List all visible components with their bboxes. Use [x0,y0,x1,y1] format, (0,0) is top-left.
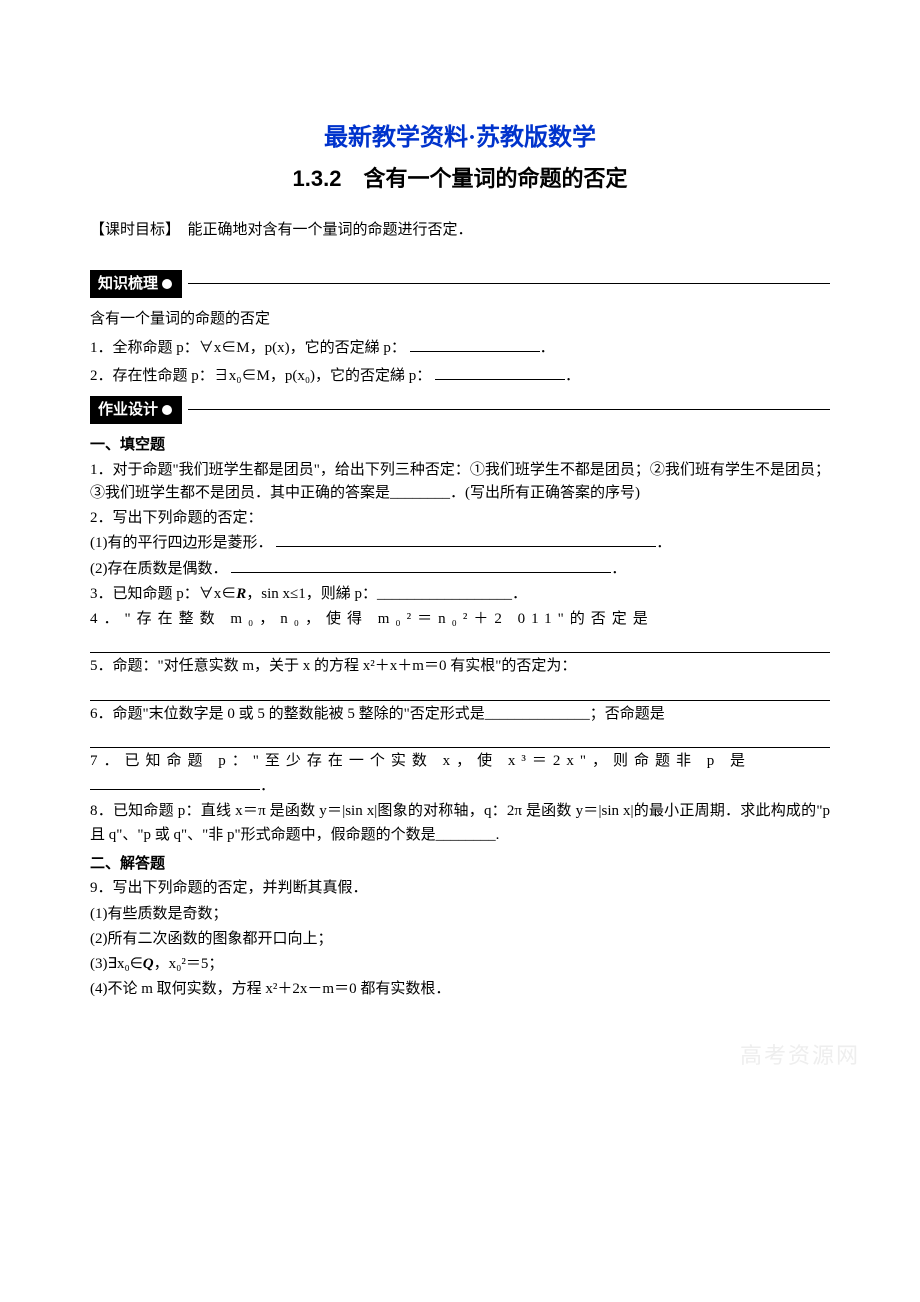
knowledge-item-2-text: 2．存在性命题 p：∃x₀∈M，p(x₀)，它的否定綈 p： [90,368,431,384]
blank-line [231,558,611,573]
question-9-stem: 9．写出下列命题的否定，并判断其真假． [90,877,830,900]
question-9-1: (1)有些质数是奇数； [90,903,830,926]
question-3-b: ，sin x≤1，则綈 p：__________________． [246,586,527,602]
question-9-3-b: ，x₀²＝5； [154,956,224,972]
question-3: 3．已知命题 p：∀x∈R，sin x≤1，则綈 p：_____________… [90,583,830,606]
question-7: 7．已知命题 p："至少存在一个实数 x，使 x³＝2x"，则命题非 p 是 [90,750,830,773]
blank-line [90,775,260,790]
question-1: 1．对于命题"我们班学生都是团员"，给出下列三种否定：①我们班学生不都是团员；②… [90,459,830,506]
blank-line [435,365,565,380]
question-4: 4．"存在整数 m₀，n₀，使得 m₀²＝n₀²＋2 011"的否定是 [90,608,830,631]
question-2-stem: 2．写出下列命题的否定： [90,507,830,530]
blank-line [276,532,656,547]
question-5: 5．命题："对任意实数 m，关于 x 的方程 x²＋x＋m＝0 有实根"的否定为… [90,655,830,678]
knowledge-intro: 含有一个量词的命题的否定 [90,308,830,331]
section-bar-homework: 作业设计 [90,396,830,425]
question-9-3-a: (3)∃x₀∈ [90,956,143,972]
objective-line: 【课时目标】 能正确地对含有一个量词的命题进行否定． [90,219,830,242]
heading-solve: 二、解答题 [90,853,830,876]
knowledge-item-1: 1．全称命题 p：∀x∈M，p(x)，它的否定綈 p： ． [90,337,830,360]
objective-text: 能正确地对含有一个量词的命题进行否定． [173,222,473,238]
question-9-4: (4)不论 m 取何实数，方程 x²＋2x－m＝0 都有实数根． [90,978,830,1001]
blank-line [410,337,540,352]
watermark: 高考资源网 [740,1039,860,1072]
question-6: 6．命题"末位数字是 0 或 5 的整数能被 5 整除的"否定形式是______… [90,703,830,726]
question-9-3-Q: Q [143,956,154,972]
section-label-knowledge: 知识梳理 [90,270,182,299]
question-2-1-text: (1)有的平行四边形是菱形． [90,535,273,551]
section-label-homework: 作业设计 [90,396,182,425]
section-label-knowledge-text: 知识梳理 [98,273,158,296]
section-label-homework-text: 作业设计 [98,399,158,422]
question-3-a: 3．已知命题 p：∀x∈ [90,586,236,602]
knowledge-item-2: 2．存在性命题 p：∃x₀∈M，p(x₀)，它的否定綈 p： ． [90,365,830,388]
knowledge-item-1-text: 1．全称命题 p：∀x∈M，p(x)，它的否定綈 p： [90,340,406,356]
section-line [188,283,830,284]
blank-full-line [90,683,830,701]
question-9-2: (2)所有二次函数的图象都开口向上； [90,928,830,951]
question-7-blank: ． [90,775,830,798]
question-8: 8．已知命题 p：直线 x＝π 是函数 y＝|sin x|图象的对称轴，q：2π… [90,800,830,847]
question-9-3: (3)∃x₀∈Q，x₀²＝5； [90,953,830,976]
title-black: 1.3.2 含有一个量词的命题的否定 [90,162,830,195]
dot-icon [162,405,172,415]
objective-label: 【课时目标】 [90,222,173,238]
heading-fill: 一、填空题 [90,434,830,457]
title-blue: 最新教学资料·苏教版数学 [90,120,830,156]
dot-icon [162,279,172,289]
blank-full-line [90,730,830,748]
question-3-R: R [236,586,246,602]
blank-full-line [90,635,830,653]
question-2-2-text: (2)存在质数是偶数． [90,561,228,577]
section-line [188,409,830,410]
question-2-1: (1)有的平行四边形是菱形． ． [90,532,830,555]
section-bar-knowledge: 知识梳理 [90,270,830,299]
question-2-2: (2)存在质数是偶数． ． [90,558,830,581]
